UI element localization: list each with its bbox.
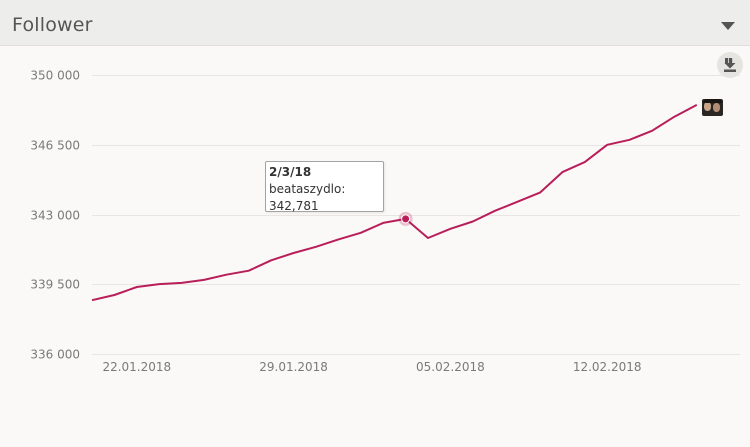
series-line-beataszydlo	[91, 104, 698, 302]
tooltip-date: 2/3/18	[269, 165, 312, 179]
data-point-marker	[401, 214, 411, 224]
chevron-down-icon[interactable]	[721, 22, 735, 30]
chart-area: 350 000 346 500 343 000 339 500 336 000 22.0…	[0, 47, 750, 447]
y-tick-label: 350 000	[30, 69, 80, 83]
x-tick-label: 22.01.2018	[102, 360, 171, 374]
line-chart: 350 000 346 500 343 000 339 500 336 000 22.0…	[30, 69, 740, 374]
tooltip-series: beataszydlo:	[269, 182, 346, 196]
y-tick-label: 339 500	[30, 278, 80, 292]
panel-title: Follower	[12, 14, 93, 36]
avatar	[702, 99, 723, 116]
download-button[interactable]	[717, 52, 743, 78]
x-tick-label: 05.02.2018	[416, 360, 485, 374]
panel-header: Follower	[0, 0, 750, 46]
download-icon	[724, 58, 736, 72]
tooltip-value: 342,781	[269, 199, 319, 213]
x-tick-label: 12.02.2018	[573, 360, 642, 374]
y-tick-label: 343 000	[30, 209, 80, 223]
x-tick-label: 29.01.2018	[259, 360, 328, 374]
y-tick-label: 336 000	[30, 348, 80, 362]
y-tick-label: 346 500	[30, 139, 80, 153]
data-tooltip: 2/3/18 beataszydlo: 342,781	[265, 161, 384, 213]
